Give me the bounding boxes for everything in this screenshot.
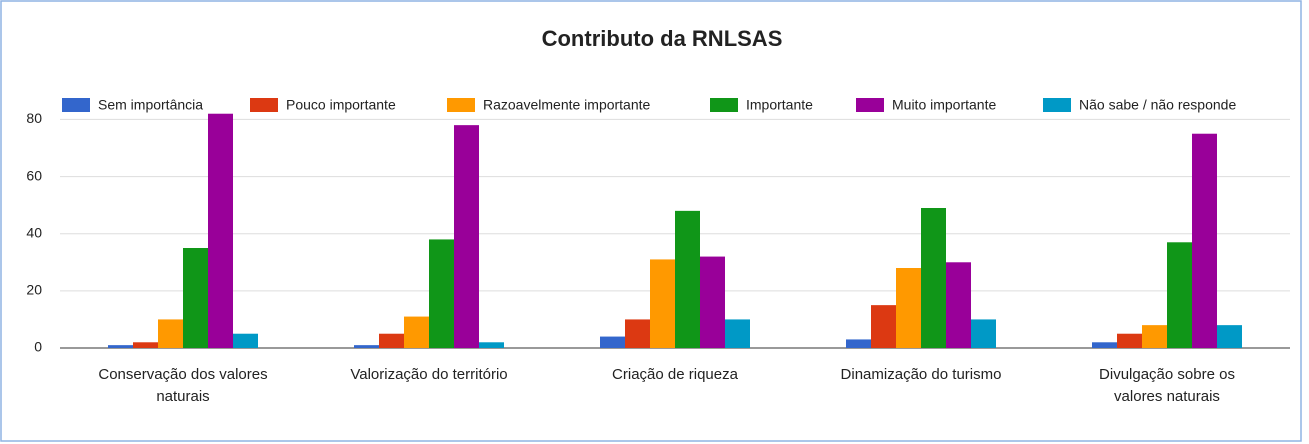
bar [946,262,971,348]
legend-label: Importante [746,97,813,113]
bar [675,210,700,348]
bar [183,248,208,348]
x-tick-label: Conservação dos valores naturais [98,366,268,405]
bar [429,239,454,348]
legend-label: Muito importante [892,97,996,113]
bar [1217,325,1242,348]
x-tick-label: Valorização do território [350,366,508,383]
legend-swatch [1043,98,1071,112]
legend-label: Razoavelmente importante [483,97,651,113]
bar [600,336,625,348]
x-tick-label: Dinamização do turismo [840,366,1002,383]
bar [1142,325,1167,348]
bar [1092,342,1117,348]
bar [454,125,479,349]
bar [1167,242,1192,348]
x-tick-label: Divulgação sobre os valores naturais [1099,366,1235,405]
legend-label: Pouco importante [286,97,396,113]
legend-label: Não sabe / não responde [1079,97,1236,113]
y-tick-label: 60 [26,167,42,183]
legend-swatch [250,98,278,112]
legend-swatch [447,98,475,112]
bar [971,319,996,348]
bar [133,342,158,348]
bar [650,259,675,348]
y-tick-label: 0 [34,339,42,355]
legend-swatch [856,98,884,112]
bar [354,345,379,348]
bar [379,333,404,348]
bar [846,339,871,348]
bar [404,316,429,348]
legend-swatch [710,98,738,112]
bar [479,342,504,348]
bar [871,305,896,348]
legend-swatch [62,98,90,112]
bar [1117,333,1142,348]
bar [108,345,133,348]
bar [208,113,233,348]
chart-title: Contributo da RNLSAS [542,26,783,51]
bar [233,333,258,348]
bar [158,319,183,348]
bar [625,319,650,348]
bar [700,256,725,348]
bar [896,268,921,348]
y-tick-label: 40 [26,224,42,240]
bar [725,319,750,348]
y-tick-label: 80 [26,110,42,126]
bar [921,208,946,348]
legend-label: Sem importância [98,97,203,113]
x-tick-label: Criação de riqueza [612,366,738,383]
y-tick-label: 20 [26,282,42,298]
bar [1192,133,1217,348]
